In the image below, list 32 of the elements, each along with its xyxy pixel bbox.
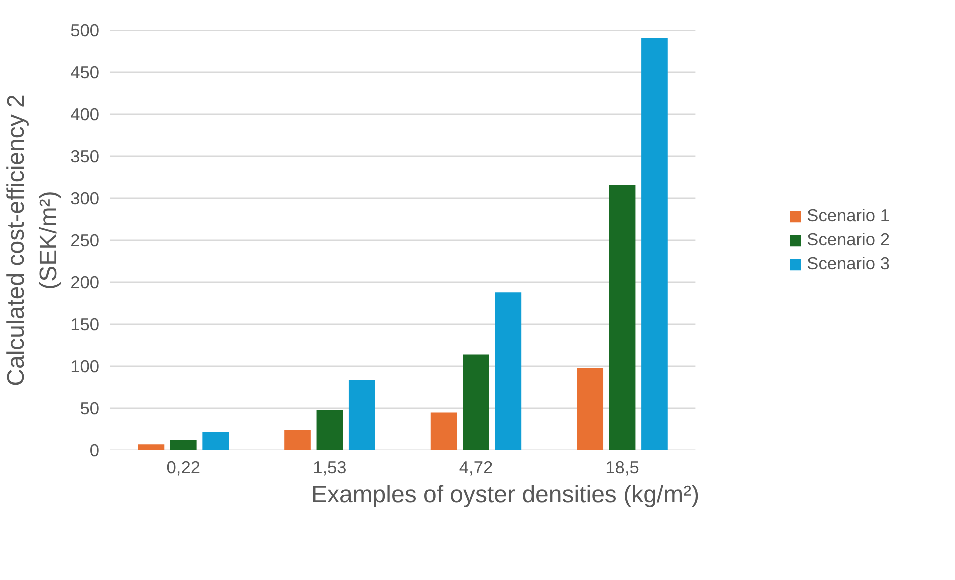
bar xyxy=(348,380,376,450)
x-axis-title: Examples of oyster densities (kg/m²) xyxy=(311,482,700,508)
y-tick-label: 450 xyxy=(70,62,100,82)
x-tick-label: 0,22 xyxy=(166,458,201,478)
bar xyxy=(495,292,522,450)
y-tick-label: 500 xyxy=(70,20,100,40)
bar xyxy=(202,432,229,450)
bar xyxy=(138,444,165,450)
legend-label: Scenario 1 xyxy=(807,206,890,226)
x-tick-label: 1,53 xyxy=(313,458,347,478)
x-tick-label: 4,72 xyxy=(459,458,494,478)
y-tick-label: 100 xyxy=(70,356,100,376)
bar xyxy=(170,440,197,450)
bar xyxy=(642,38,668,450)
y-tick-label: 150 xyxy=(70,314,100,334)
y-tick-label: 50 xyxy=(80,398,100,418)
y-tick-label: 400 xyxy=(70,104,100,124)
y-tick-label: 250 xyxy=(70,230,100,250)
bar xyxy=(430,412,458,450)
legend-label: Scenario 3 xyxy=(807,254,890,274)
x-tick-label: 18,5 xyxy=(606,458,640,478)
legend-label: Scenario 2 xyxy=(807,230,890,250)
y-tick-label: 200 xyxy=(70,272,100,292)
y-tick-label: 350 xyxy=(70,146,100,166)
bar xyxy=(609,185,636,450)
bar xyxy=(316,410,344,450)
y-axis-title: Calculated cost-efficiency 2 (SEK/m²) xyxy=(3,94,63,386)
y-tick-label: 0 xyxy=(90,440,100,460)
y-tick-label: 300 xyxy=(70,188,100,208)
bar xyxy=(284,430,311,450)
bar xyxy=(463,354,490,450)
bar xyxy=(577,368,604,450)
